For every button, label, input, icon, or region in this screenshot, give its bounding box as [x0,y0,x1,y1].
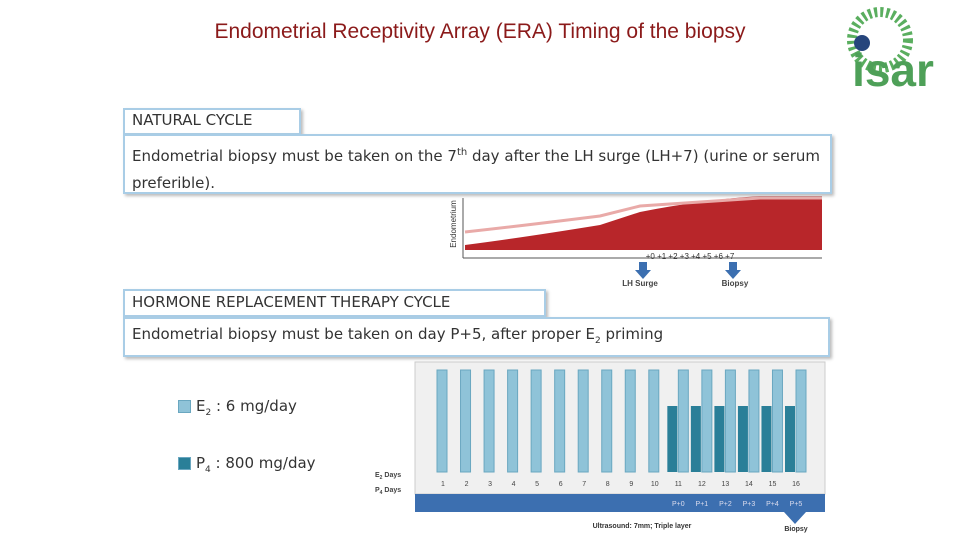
e2-bar [530,369,542,473]
day-label: 4 [512,481,516,488]
p4-days-label: P4 Days [375,487,401,496]
endometrium-diagram: Endometrium +0 +1 +2 +3 +4 +5 +6 +7 LH S… [449,196,822,288]
logo-text: isar [852,44,934,96]
e2-bar [677,369,689,473]
e2-bar [624,369,636,473]
day-label: 8 [606,481,610,488]
hrt-text: Endometrial biopsy must be taken on day … [123,317,830,357]
p4-bar [714,406,725,472]
hrt-heading: HORMONE REPLACEMENT THERAPY CYCLE [123,289,546,317]
p-day-label: P+3 [743,501,756,508]
e2-bar [795,369,807,473]
biopsy-label: Biopsy [722,279,749,288]
p-day-label: P+5 [790,501,803,508]
title: Endometrial Receptivity Array (ERA) Timi… [214,20,746,43]
p4-bar [667,406,678,472]
e2-bar [724,369,736,473]
logo: isar [847,7,934,96]
p-day-label: P+2 [719,501,732,508]
p-day-label: P+0 [672,501,685,508]
legend-text: P4 : 800 mg/day [196,454,316,475]
e2-bar [436,369,448,473]
axis-label: Endometrium [449,200,458,248]
biopsy-label: Biopsy [784,526,807,533]
p4-bar [785,406,795,472]
day-label: 2 [465,481,469,488]
day-label: 7 [582,481,586,488]
day-label: 10 [651,481,659,488]
hrt-chart: E2 Days P4 Days Ultrasound: 7mm; Triple … [375,361,826,533]
day-label: 11 [675,481,682,488]
day-label: 12 [698,481,706,488]
e2-bar [748,369,760,473]
e2-bar [554,369,566,473]
legend-swatch [178,400,191,413]
e2-bar [648,369,660,473]
e2-bar [701,369,713,473]
day-labels: +0 +1 +2 +3 +4 +5 +6 +7 [646,252,735,261]
p4-bar [761,406,772,472]
e2-bar [771,369,783,473]
p-day-label: P+4 [766,501,779,508]
legend-text: E2 : 6 mg/day [196,397,297,418]
natural-heading: NATURAL CYCLE [123,108,301,135]
day-label: 6 [559,481,563,488]
e2-bar [507,369,519,473]
day-label: 13 [722,481,730,488]
e2-bar [483,369,495,473]
p-day-label: P+1 [696,501,709,508]
day-label: 1 [441,481,445,488]
p4-bar [737,406,748,472]
lh-surge-label: LH Surge [622,279,658,288]
natural-text: Endometrial biopsy must be taken on the … [123,134,832,194]
e2-bar [460,369,472,473]
day-label: 5 [535,481,539,488]
e2-bar [601,369,613,473]
p4-bar [690,406,701,472]
day-label: 14 [745,481,753,488]
day-label: 3 [488,481,492,488]
day-label: 9 [629,481,633,488]
day-label: 16 [792,481,800,488]
e2-days-label: E2 Days [375,472,401,481]
day-label: 15 [769,481,777,488]
ultrasound-label: Ultrasound: 7mm; Triple layer [593,523,692,530]
legend-swatch [178,457,191,470]
e2-bar [577,369,589,473]
